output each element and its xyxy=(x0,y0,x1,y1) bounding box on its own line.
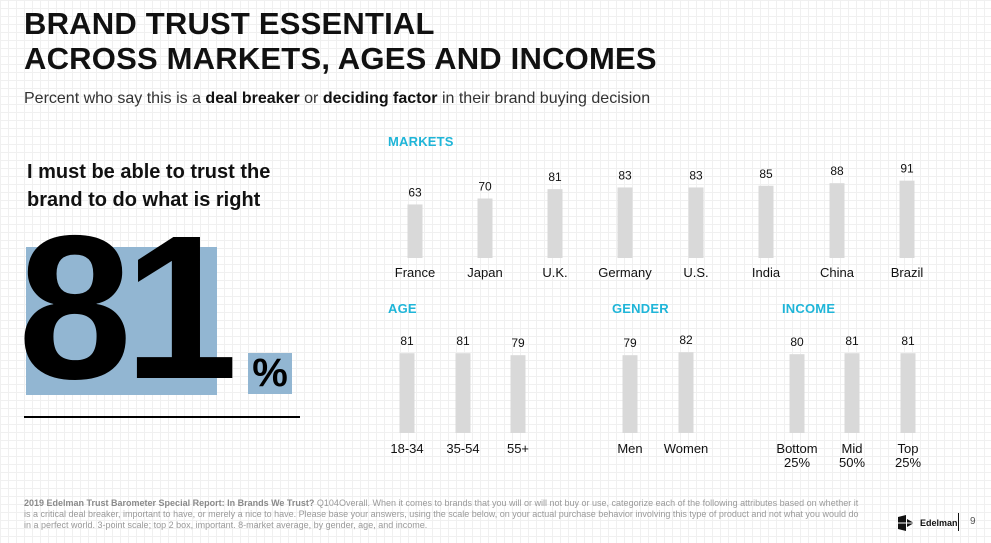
edelman-logo-text: Edelman xyxy=(920,518,958,528)
bar-income-2 xyxy=(900,353,916,433)
title-line-2: ACROSS MARKETS, AGES AND INCOMES xyxy=(24,41,657,76)
subtitle-emphasis-deal-breaker: deal breaker xyxy=(205,90,300,107)
category-label-income-1: Mid 50% xyxy=(839,441,865,470)
category-label-income-0: Bottom 25% xyxy=(776,441,817,470)
highlight-number-background xyxy=(26,247,217,395)
category-label-markets-6: China xyxy=(820,265,855,280)
value-label-gender-1: 82 xyxy=(679,333,693,347)
bar-markets-7 xyxy=(899,180,915,258)
bar-markets-4 xyxy=(688,187,704,258)
percent-sign-background xyxy=(248,353,292,394)
value-label-markets-6: 88 xyxy=(830,164,844,178)
subtitle-emphasis-deciding-factor: deciding factor xyxy=(322,90,438,107)
trust-statement: I must be able to trust the brand to do … xyxy=(27,161,271,211)
value-label-markets-3: 83 xyxy=(618,168,632,182)
subtitle-text-1: Percent who say this is a xyxy=(24,90,206,107)
bar-income-0 xyxy=(789,354,805,433)
category-label-markets-4: U.S. xyxy=(683,265,708,280)
value-label-age-2: 79 xyxy=(511,336,525,350)
category-label-markets-5: India xyxy=(752,265,781,280)
value-label-income-0: 80 xyxy=(790,335,804,349)
bar-gender-0 xyxy=(622,355,638,433)
category-label-age-2: 55+ xyxy=(507,441,529,456)
value-label-age-1: 81 xyxy=(456,334,470,348)
value-label-markets-2: 81 xyxy=(548,170,562,184)
category-label-markets-7: Brazil xyxy=(891,265,924,280)
bar-markets-3 xyxy=(617,187,633,258)
page-number: 9 xyxy=(970,516,976,527)
bar-age-1 xyxy=(455,353,471,433)
footer-separator xyxy=(958,513,959,531)
bar-income-1 xyxy=(844,353,860,433)
bar-age-0 xyxy=(399,353,415,433)
highlight-number: 81 xyxy=(18,193,238,422)
category-label-income-2: Top 25% xyxy=(895,441,921,470)
section-label-markets: MARKETS xyxy=(388,134,454,149)
page-title: BRAND TRUST ESSENTIAL ACROSS MARKETS, AG… xyxy=(24,6,657,76)
section-label-age: AGE xyxy=(388,301,417,316)
highlight-underline xyxy=(24,416,300,418)
bar-age-2 xyxy=(510,355,526,433)
value-label-income-2: 81 xyxy=(901,334,915,348)
bar-gender-1 xyxy=(678,352,694,433)
value-label-income-1: 81 xyxy=(845,334,859,348)
footnote-source-text: Q104Overall. When it comes to brands tha… xyxy=(24,498,859,530)
value-label-age-0: 81 xyxy=(400,334,414,348)
source-footnote: 2019 Edelman Trust Barometer Special Rep… xyxy=(24,498,864,531)
category-label-gender-0: Men xyxy=(617,441,642,456)
category-label-gender-1: Women xyxy=(664,441,709,456)
section-label-gender: GENDER xyxy=(612,301,669,316)
bar-markets-5 xyxy=(758,185,774,258)
value-label-markets-1: 70 xyxy=(478,180,492,194)
page-subtitle: Percent who say this is a deal breaker o… xyxy=(24,90,650,108)
subtitle-text-3: in their brand buying decision xyxy=(437,90,651,107)
value-label-gender-0: 79 xyxy=(623,336,637,350)
bar-markets-6 xyxy=(829,183,845,258)
bar-markets-0 xyxy=(407,204,423,258)
value-label-markets-4: 83 xyxy=(689,168,703,182)
category-label-markets-1: Japan xyxy=(467,265,502,280)
footnote-source-title: 2019 Edelman Trust Barometer Special Rep… xyxy=(24,498,315,508)
edelman-logo: Edelman xyxy=(896,513,958,533)
bar-markets-1 xyxy=(477,198,493,258)
value-label-markets-7: 91 xyxy=(900,162,914,176)
section-label-income: INCOME xyxy=(782,301,836,316)
category-label-age-1: 35-54 xyxy=(446,441,479,456)
title-line-1: BRAND TRUST ESSENTIAL xyxy=(24,6,435,41)
category-label-markets-2: U.K. xyxy=(542,265,567,280)
category-label-markets-3: Germany xyxy=(598,265,652,280)
edelman-logo-icon xyxy=(896,515,916,531)
percent-sign: % xyxy=(252,351,288,395)
category-label-age-0: 18-34 xyxy=(390,441,423,456)
value-label-markets-5: 85 xyxy=(759,167,773,181)
bar-markets-2 xyxy=(547,189,563,258)
category-label-markets-0: France xyxy=(395,265,435,280)
subtitle-text-2: or xyxy=(299,90,323,107)
value-label-markets-0: 63 xyxy=(408,185,422,199)
